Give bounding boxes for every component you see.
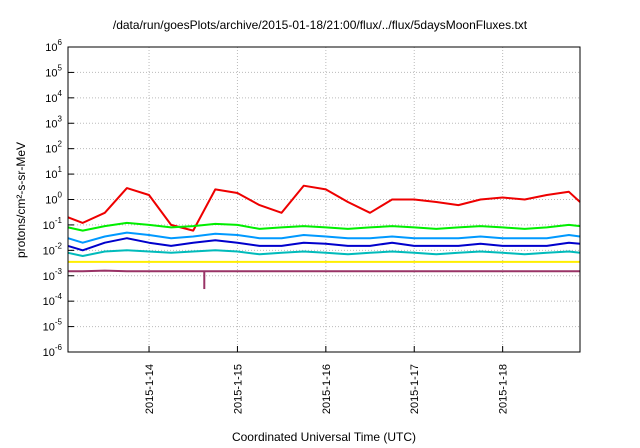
series-line-3 [67, 237, 581, 252]
x-tick-label: 2015-1-16 [321, 364, 333, 414]
series-line-1 [67, 221, 581, 232]
y-tick-label: 106 [45, 38, 62, 54]
y-tick-label: 10-6 [43, 343, 63, 359]
y-tick-label: 10-3 [43, 267, 63, 283]
y-tick-label: 100 [45, 191, 62, 207]
y-tick-label: 103 [45, 114, 62, 130]
y-tick-label: 102 [45, 140, 62, 156]
y-tick-label: 10-5 [43, 318, 63, 334]
chart-title: /data/run/goesPlots/archive/2015-01-18/2… [112, 18, 528, 32]
y-tick-label: 10-2 [43, 241, 63, 257]
y-tick-label: 105 [45, 63, 62, 79]
y-tick-label: 10-4 [43, 292, 63, 308]
grid [68, 46, 580, 353]
series-line-4 [67, 249, 581, 257]
x-tick-label: 2015-1-17 [409, 364, 421, 414]
series-group [67, 184, 581, 290]
x-tick-label: 2015-1-15 [232, 364, 244, 414]
y-tick-label: 104 [45, 89, 62, 105]
series-line-0 [67, 184, 581, 232]
y-tick-label: 10-1 [43, 216, 63, 232]
x-tick-label: 2015-1-18 [498, 364, 510, 414]
y-tick-label: 101 [45, 165, 62, 181]
series-line-2 [67, 231, 581, 244]
x-ticks: 2015-1-14 2015-1-15 2015-1-16 2015-1-17 2015… [144, 346, 510, 414]
x-tick-label: 2015-1-14 [144, 364, 156, 414]
x-axis-label: Coordinated Universal Time (UTC) [231, 430, 417, 444]
y-ticks: 10-6 10-5 10-4 10-3 10-2 10-1 100 101 102 103 104 1… [43, 38, 74, 359]
series-line-6 [68, 269, 580, 273]
